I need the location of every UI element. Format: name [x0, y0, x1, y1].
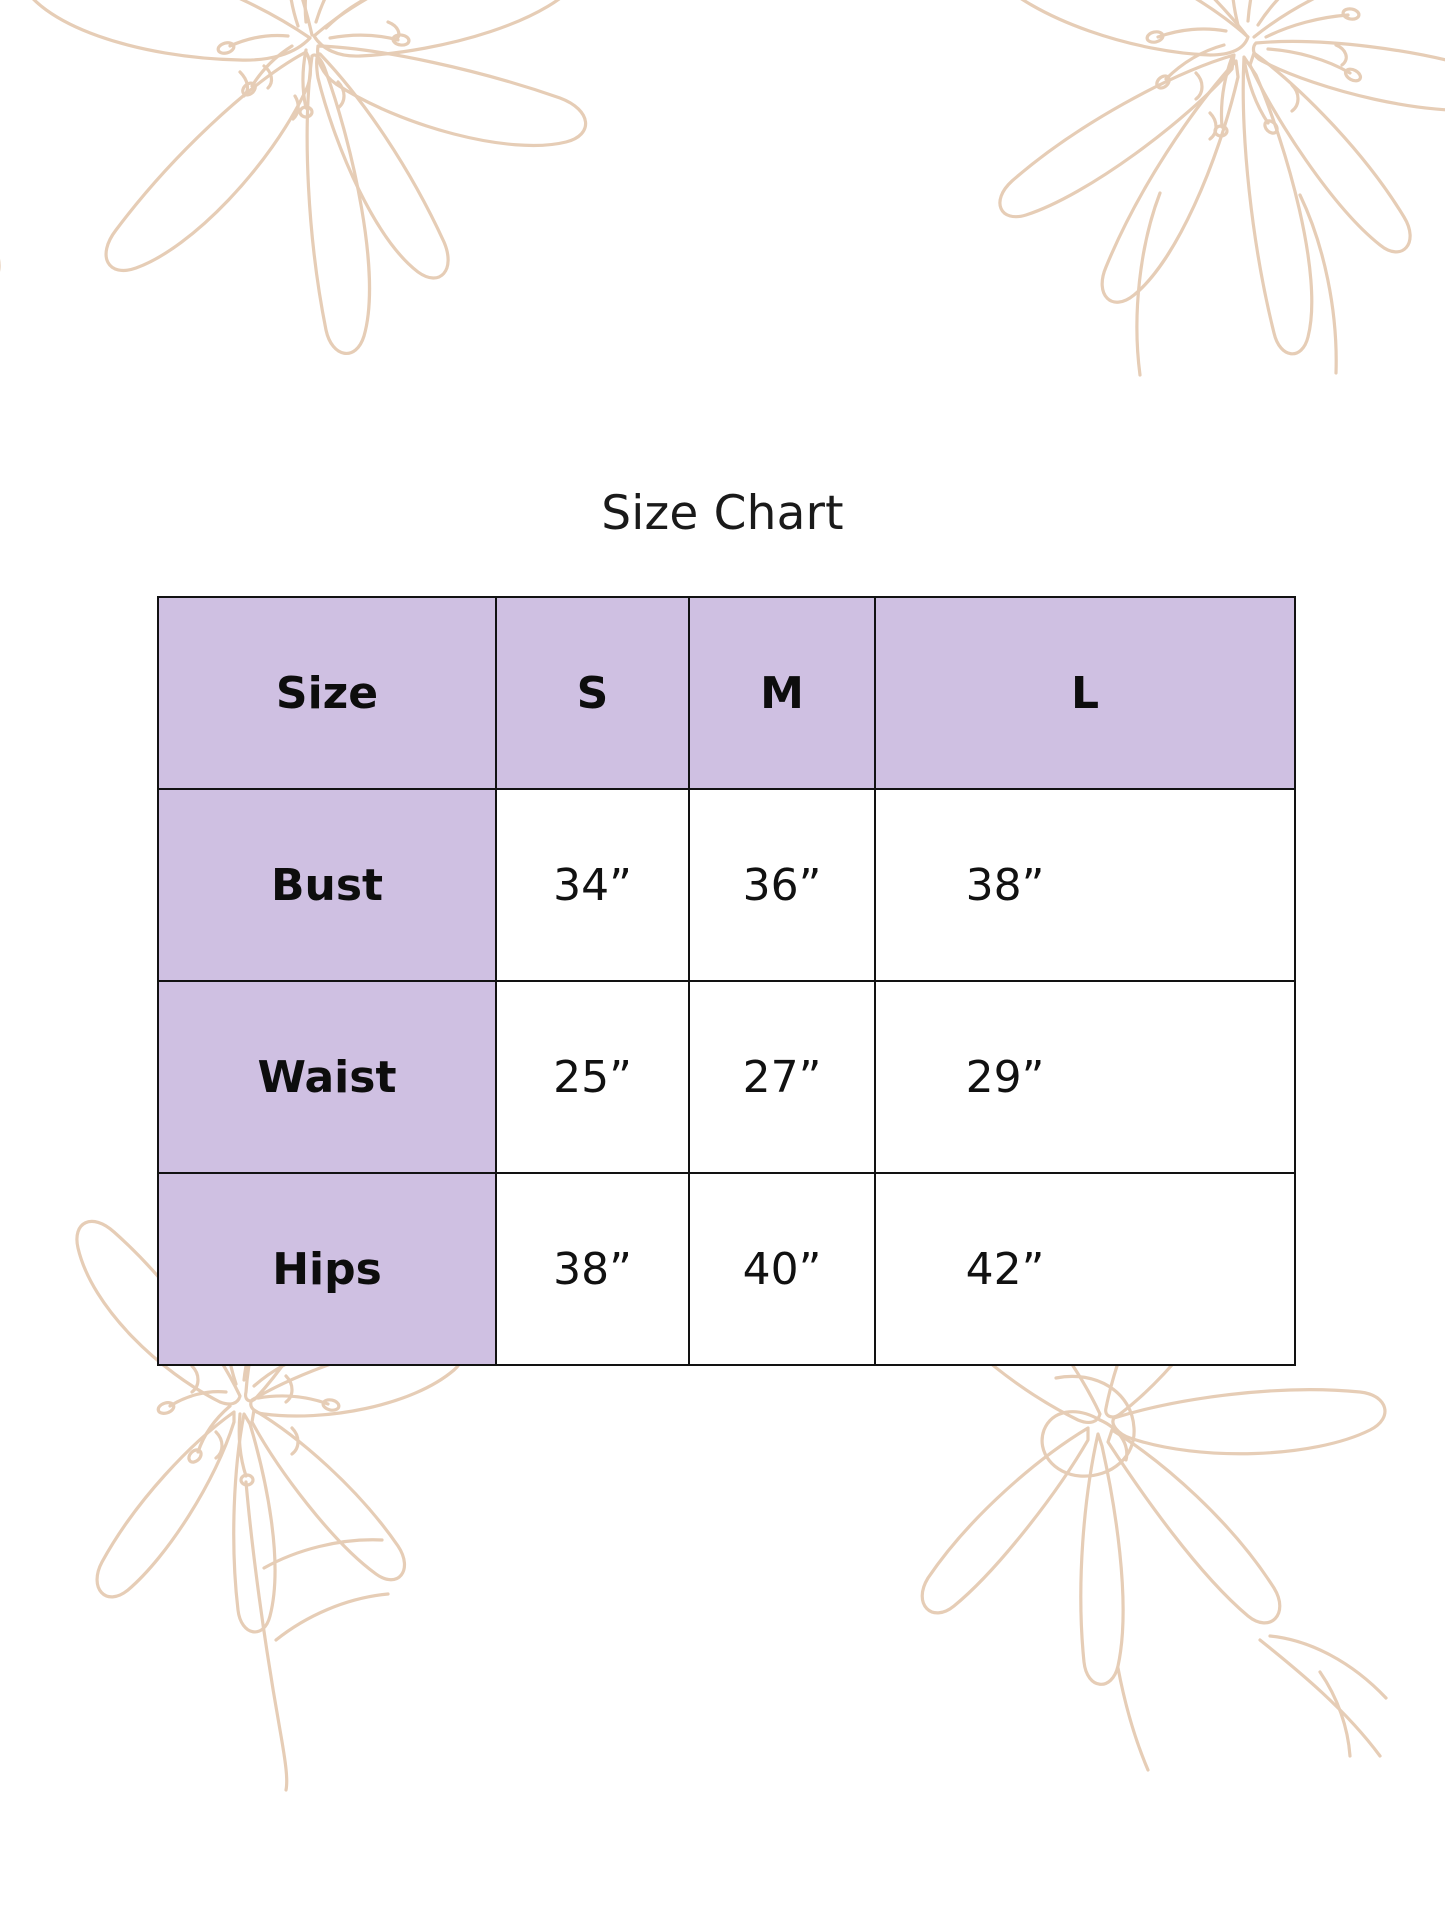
cell-hips-m: 40”	[688, 1172, 876, 1366]
row-label-bust: Bust	[157, 788, 497, 982]
cell-waist-s: 25”	[495, 980, 690, 1174]
table-header-row: Size S M L	[157, 596, 1296, 790]
row-label-hips: Hips	[157, 1172, 497, 1366]
column-header-l: L	[874, 596, 1296, 790]
floral-top-right-decoration	[740, 0, 1445, 377]
size-chart-table: Size S M L Bust 34” 36” 38” Waist 25” 27…	[157, 596, 1296, 1366]
column-header-m: M	[688, 596, 876, 790]
cell-bust-m: 36”	[688, 788, 876, 982]
table-row: Hips 38” 40” 42”	[157, 1172, 1296, 1366]
row-label-waist: Waist	[157, 980, 497, 1174]
column-header-s: S	[495, 596, 690, 790]
floral-top-left-decoration	[0, 0, 640, 360]
table-row: Bust 34” 36” 38”	[157, 788, 1296, 982]
page-title: Size Chart	[601, 486, 844, 541]
cell-hips-s: 38”	[495, 1172, 690, 1366]
size-chart-table-container: Size S M L Bust 34” 36” 38” Waist 25” 27…	[157, 596, 1296, 1366]
table-row: Waist 25” 27” 29”	[157, 980, 1296, 1174]
column-header-size: Size	[157, 596, 497, 790]
cell-waist-l: 29”	[874, 980, 1296, 1174]
cell-bust-l: 38”	[874, 788, 1296, 982]
cell-waist-m: 27”	[688, 980, 876, 1174]
cell-bust-s: 34”	[495, 788, 690, 982]
cell-hips-l: 42”	[874, 1172, 1296, 1366]
